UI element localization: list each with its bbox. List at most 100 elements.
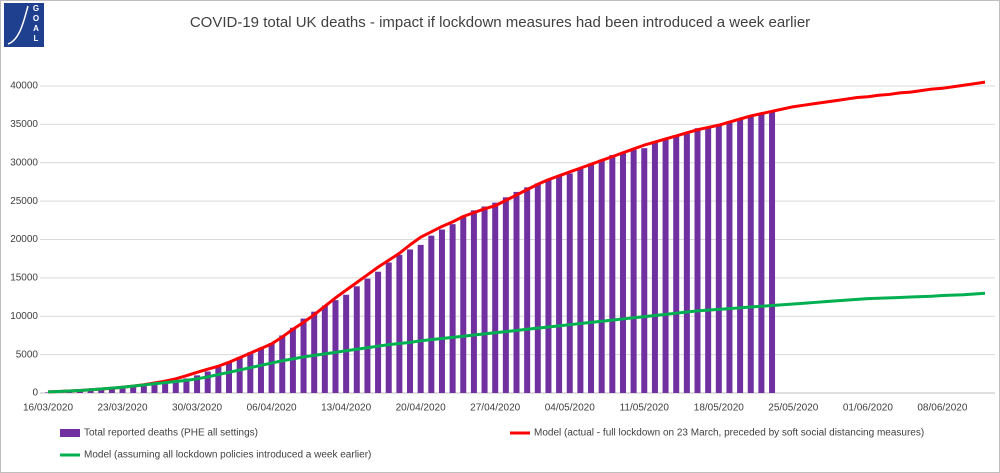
legend-label: Model (actual - full lockdown on 23 Marc… [534,428,924,439]
bar [683,132,690,394]
bar [651,142,658,393]
bar [545,179,552,393]
bar [87,390,94,393]
bar [598,159,605,393]
x-tick-label: 30/03/2020 [172,403,222,414]
bar [715,124,722,393]
x-tick-label: 11/05/2020 [620,403,670,414]
bar [396,254,403,393]
legend-label: Total reported deaths (PHE all settings) [84,428,258,439]
bar [449,224,456,393]
x-tick-label: 25/05/2020 [768,403,818,414]
bar [332,300,339,393]
legend-label: Model (assuming all lockdown policies in… [84,450,371,461]
logo-letter: G [33,4,39,13]
y-tick-label: 15000 [10,273,38,284]
bar [428,235,435,393]
bar [108,389,115,393]
bar [226,361,233,393]
bar [268,343,275,393]
bar [588,163,595,393]
y-tick-label: 0 [32,388,38,399]
bar [534,183,541,393]
bar [705,126,712,394]
bar [215,366,222,393]
line [47,80,986,394]
bar [566,173,573,393]
bar [76,391,83,393]
bar [257,347,264,393]
bar [619,152,626,393]
bar [662,138,669,393]
bar [407,249,414,393]
y-tick-label: 35000 [10,119,38,130]
x-tick-label: 27/04/2020 [470,403,520,414]
bar [279,335,286,393]
logo-box [4,3,44,47]
bar [353,286,360,393]
bar [162,381,169,393]
bar [737,119,744,393]
bar [758,113,765,393]
bar [524,187,531,393]
bar [577,168,584,393]
bar [556,175,563,393]
line [47,291,986,394]
bar [747,116,754,393]
bar [769,110,776,393]
bar [204,371,211,393]
bar [151,383,158,393]
bar [289,327,296,393]
bar [375,271,382,393]
bar [492,202,499,393]
bar [364,278,371,393]
y-tick-label: 30000 [10,157,38,168]
chart-title: COVID-19 total UK deaths - impact if loc… [190,14,810,31]
bar [513,191,520,393]
logo-letter: A [33,24,39,33]
x-tick-label: 08/06/2020 [917,403,967,414]
logo-curve [7,5,29,45]
x-tick-label: 06/04/2020 [247,403,297,414]
bar [183,378,190,393]
bar [321,305,328,393]
bar [641,148,648,393]
x-tick-label: 04/05/2020 [545,403,595,414]
bar [247,352,254,393]
bar [119,388,126,393]
x-tick-label: 16/03/2020 [23,403,73,414]
bar [140,385,147,393]
bar [194,375,201,393]
bar [98,390,105,393]
x-tick-label: 20/04/2020 [396,403,446,414]
bar [417,244,424,393]
bar [172,379,179,393]
bar [673,135,680,393]
logo-letter: L [34,34,39,43]
y-tick-label: 10000 [10,311,38,322]
logo-letter: O [33,14,39,23]
y-tick-label: 40000 [10,81,38,92]
bar [438,229,445,393]
y-tick-label: 25000 [10,196,38,207]
bar [343,294,350,393]
legend-swatch [60,429,80,437]
x-tick-label: 23/03/2020 [98,403,148,414]
bar [609,155,616,393]
bar [470,210,477,393]
x-tick-label: 01/06/2020 [843,403,893,414]
x-tick-label: 18/05/2020 [694,403,744,414]
bar [694,128,701,393]
bar [311,311,318,393]
y-tick-label: 5000 [16,349,39,360]
bar [502,197,509,393]
x-tick-label: 13/04/2020 [321,403,371,414]
bar [385,262,392,393]
y-tick-label: 20000 [10,234,38,245]
bar [726,121,733,394]
bar [236,356,243,393]
bar [460,216,467,393]
